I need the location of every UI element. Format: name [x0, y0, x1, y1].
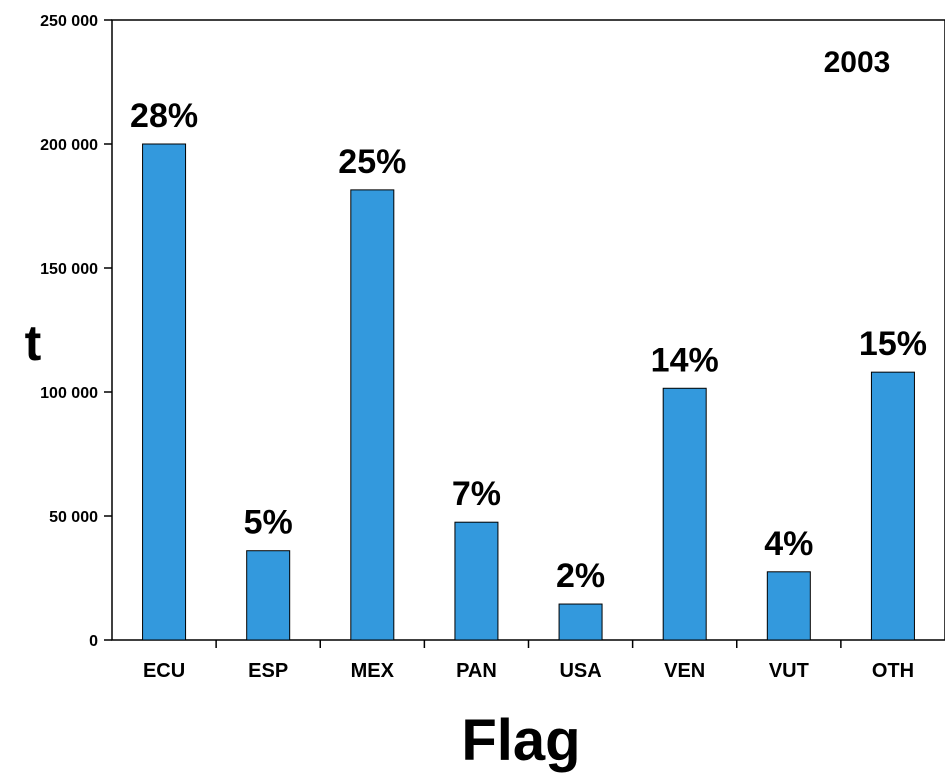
x-tick-label: VEN — [664, 660, 705, 682]
data-label: 2% — [556, 557, 605, 595]
x-tick-label: MEX — [351, 660, 395, 682]
bars — [142, 143, 915, 641]
bar-ecu — [142, 143, 187, 641]
data-label: 5% — [244, 504, 293, 542]
bar-usa — [558, 603, 603, 641]
y-tick-label: 50 000 — [49, 509, 98, 526]
bar-mex — [350, 189, 395, 641]
y-tick-label: 250 000 — [40, 13, 98, 30]
y-tick-label: 150 000 — [40, 261, 98, 278]
y-tick-label: 100 000 — [40, 385, 98, 402]
x-tick-label: OTH — [872, 660, 914, 682]
data-labels: 28% 5% 25% 7% 2% 14% 4% 15% — [130, 97, 927, 595]
y-axis: 0 50 000 100 000 150 000 200 000 250 000 — [40, 13, 112, 650]
data-label: 4% — [764, 525, 813, 563]
plot-border — [111, 19, 945, 641]
y-tick-label: 200 000 — [40, 137, 98, 154]
data-label: 7% — [452, 475, 501, 513]
bar-ven — [662, 387, 707, 641]
x-tick-label: ESP — [248, 660, 288, 682]
data-label: 15% — [859, 325, 927, 363]
data-label: 28% — [130, 97, 198, 135]
bar-pan — [454, 521, 499, 641]
year-annotation: 2003 — [824, 46, 891, 79]
data-label: 25% — [338, 143, 406, 181]
x-tick-label: VUT — [769, 660, 809, 682]
plot-frame — [111, 19, 945, 641]
x-tick-label: ECU — [143, 660, 185, 682]
x-axis: ECU ESP MEX PAN USA VEN VUT OTH — [143, 640, 914, 682]
x-tick-label: PAN — [456, 660, 497, 682]
bar-vut — [766, 571, 811, 641]
x-axis-label: Flag — [461, 708, 580, 773]
bar-oth — [870, 371, 915, 641]
y-axis-label: t — [25, 315, 42, 371]
bar-esp — [246, 550, 291, 641]
y-tick-label: 0 — [89, 633, 98, 650]
data-label: 14% — [651, 341, 719, 379]
x-tick-label: USA — [559, 660, 601, 682]
